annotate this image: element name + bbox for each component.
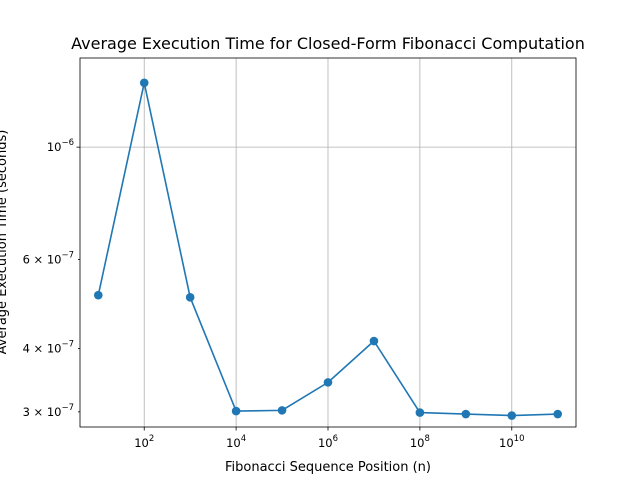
data-point [461,409,471,419]
x-axis-label: Fibonacci Sequence Position (n) [225,460,431,475]
y-tick-label: 3 × 10−7 [23,403,74,419]
data-point [139,78,149,88]
y-tick-label: 10−6 [47,138,74,154]
x-tick-label: 1010 [499,434,524,450]
series-layer [93,78,563,420]
x-tick-label: 104 [226,434,246,450]
x-tick-label: 108 [410,434,430,450]
data-point [553,409,563,419]
tick-layer: 102 104 106 108 1010 10−6 6 × 10−7 4 × 10−7 3 × … [23,138,525,450]
data-point [369,336,379,346]
data-point [323,378,333,387]
data-point [231,406,241,416]
chart-title: Average Execution Time for Closed-Form F… [71,34,585,53]
x-tick-label: 102 [134,434,154,450]
x-tick-label: 106 [318,434,338,450]
grid-lines [80,58,576,427]
y-tick-label: 4 × 10−7 [23,340,74,356]
data-point [507,411,517,420]
data-point [185,293,195,302]
data-point [277,406,287,415]
y-axis-label: Average Execution Time (seconds) [0,130,10,355]
data-point [415,408,425,417]
data-point [93,290,103,300]
y-tick-label: 6 × 10−7 [23,250,74,266]
